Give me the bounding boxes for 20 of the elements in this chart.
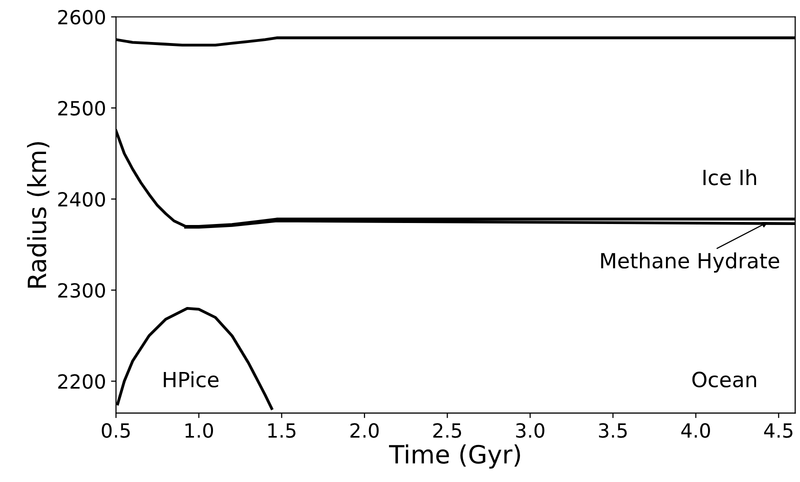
x-tick-label: 1.0 [186, 423, 213, 438]
x-tick-label: 1.5 [268, 423, 296, 438]
y-tick-label: 2400 [58, 192, 105, 207]
annotation: Ice Ih [704, 169, 756, 186]
x-tick-label: 4.5 [764, 423, 792, 438]
y-tick-label: 2500 [58, 100, 105, 116]
y-tick-label: 2300 [58, 283, 105, 298]
annotation: Ocean [692, 372, 756, 388]
x-tick-label: 0.5 [102, 423, 130, 438]
x-tick-label: 2.5 [433, 423, 462, 438]
x-axis-title: Time (Gyr) [388, 444, 520, 469]
x-tick-label: 4.0 [681, 423, 710, 438]
x-tick-label: 2.0 [350, 423, 379, 438]
annotation: HPice [164, 371, 219, 388]
x-tick-label: 3.0 [516, 423, 544, 438]
y-tick-label: 2200 [58, 374, 105, 389]
x-tick-label: 3.5 [598, 423, 627, 438]
y-axis-title: Radius (km) [27, 142, 50, 288]
annotation: Methane Hydrate [601, 252, 780, 273]
y-tick-label: 2600 [58, 10, 105, 25]
